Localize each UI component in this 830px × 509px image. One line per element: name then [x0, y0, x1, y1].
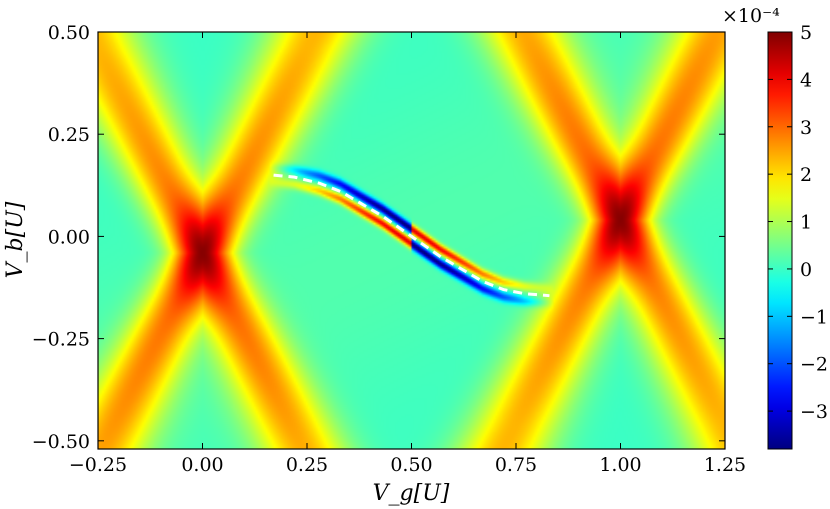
y-tick-label: 0.00 — [48, 226, 90, 248]
colorbar-tick-label: 3 — [800, 117, 812, 139]
colorbar-tick-label: −2 — [800, 354, 828, 376]
colorbar-tick-label: 0 — [800, 259, 812, 281]
colorbar-tick-label: 4 — [800, 69, 812, 91]
x-tick-label: 0.25 — [286, 454, 328, 476]
y-axis-label: V_b[U] — [3, 201, 28, 278]
colorbar-tick-label: 1 — [800, 212, 812, 234]
colorbar-tick-label: 2 — [800, 164, 812, 186]
colorbar-ticks: −3 −2 −1 0 1 2 3 4 5 — [768, 22, 828, 423]
y-tick-label: 0.25 — [48, 124, 90, 146]
heatmap-image — [98, 32, 725, 449]
x-axis: −0.25 0.00 0.25 0.50 0.75 1.00 1.25 — [69, 32, 746, 476]
colorbar-tick-label: 5 — [800, 22, 812, 44]
dashed-curve — [273, 173, 550, 298]
x-tick-label: 0.50 — [390, 454, 432, 476]
colorbar-tick-label: −1 — [800, 306, 828, 328]
colorbar-scale-label: ×10⁻⁴ — [722, 5, 780, 27]
x-tick-label: −0.25 — [69, 454, 127, 476]
x-tick-label: 0.00 — [181, 454, 223, 476]
colorbar-bar — [767, 31, 793, 450]
x-tick-label: 1.00 — [599, 454, 641, 476]
y-axis: −0.50 −0.25 0.00 0.25 0.50 — [32, 22, 725, 453]
y-tick-label: −0.25 — [32, 329, 90, 351]
colorbar-tick-label: −3 — [800, 401, 828, 423]
dashed-curve-layer — [273, 173, 550, 298]
x-axis-label: V_g[U] — [373, 481, 450, 506]
plot-area — [97, 31, 726, 450]
x-tick-label: 0.75 — [495, 454, 537, 476]
y-tick-label: 0.50 — [48, 22, 90, 44]
y-tick-label: −0.50 — [32, 431, 90, 453]
x-tick-label: 1.25 — [704, 454, 746, 476]
colorbar: −3 −2 −1 0 1 2 3 4 5 ×10⁻⁴ — [722, 5, 828, 450]
